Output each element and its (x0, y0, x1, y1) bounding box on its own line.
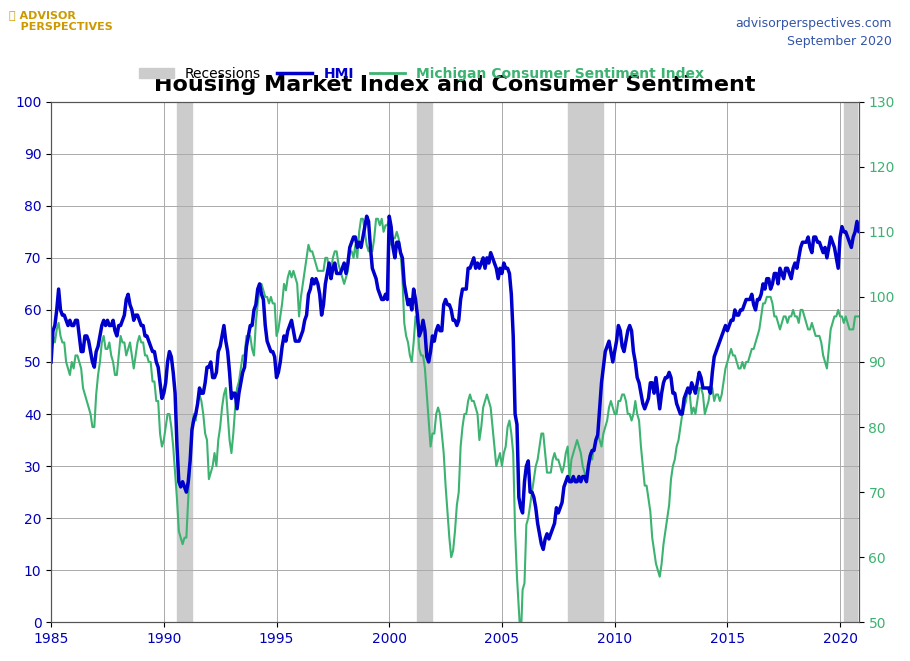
Bar (568, 102, 603, 622)
Bar (844, 102, 857, 622)
Title: Housing Market Index and Consumer Sentiment: Housing Market Index and Consumer Sentim… (154, 75, 755, 95)
Bar (177, 102, 192, 622)
Text: advisorperspectives.com
September 2020: advisorperspectives.com September 2020 (735, 17, 892, 48)
Text: ⌖ ADVISOR
   PERSPECTIVES: ⌖ ADVISOR PERSPECTIVES (9, 10, 113, 32)
Bar (418, 102, 432, 622)
Legend: Recessions, HMI, Michigan Consumer Sentiment Index: Recessions, HMI, Michigan Consumer Senti… (139, 67, 704, 81)
